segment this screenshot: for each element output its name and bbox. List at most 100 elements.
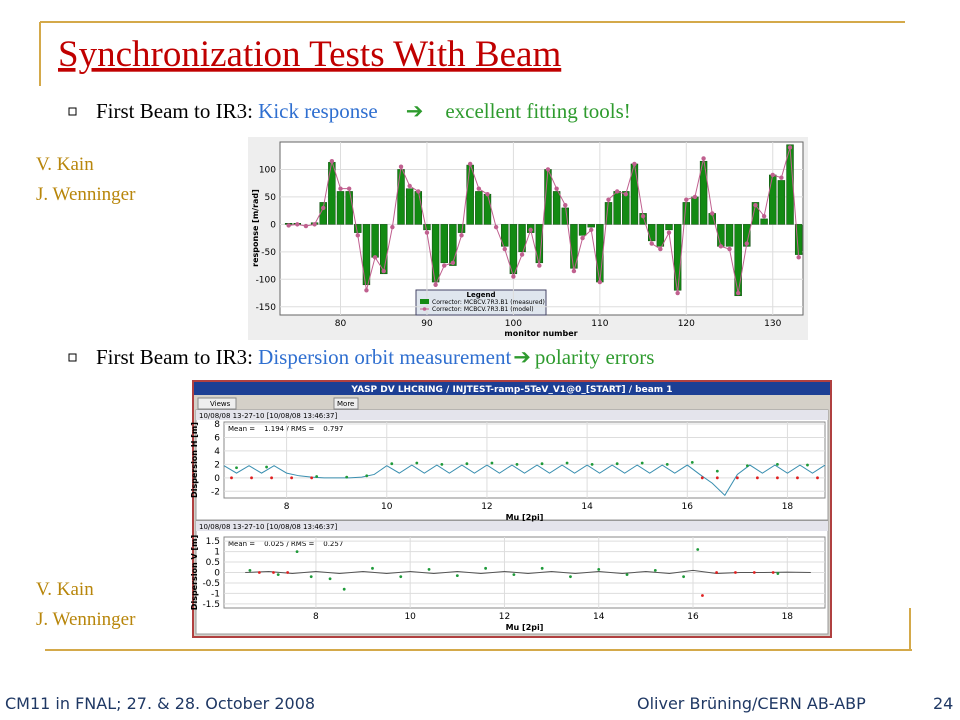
point: [303, 223, 309, 229]
credit: V. Kain: [36, 154, 94, 175]
point: [390, 224, 395, 230]
bar: [397, 169, 405, 225]
point: [690, 460, 694, 464]
bar: [596, 224, 604, 283]
point: [589, 227, 594, 233]
point: [649, 241, 654, 246]
point: [580, 235, 585, 241]
point: [235, 466, 238, 470]
y-tick-label: -2: [211, 487, 220, 497]
x-tick-label: 8: [284, 502, 290, 512]
point: [590, 462, 594, 466]
point: [490, 461, 494, 465]
x-tick-label: 12: [481, 502, 492, 512]
point: [290, 476, 294, 480]
bar: [691, 196, 699, 225]
bar: [501, 224, 509, 247]
point: [816, 476, 819, 480]
bar: [552, 191, 561, 225]
credit: J. Wenninger: [36, 184, 136, 205]
toolbar-button[interactable]: [333, 397, 359, 410]
legend-label: Corrector: MCBCV.7R3.B1 (measured): [432, 299, 545, 306]
point: [606, 197, 611, 202]
point: [806, 463, 809, 467]
bar: [673, 224, 682, 291]
bar: [483, 193, 492, 225]
y-tick-label: 0: [214, 474, 220, 484]
point: [776, 462, 779, 466]
y-tick-label: -1.5: [202, 600, 220, 610]
stats: Mean = 0.025 / RMS = 0.257: [228, 540, 343, 548]
bullet-marker: [68, 353, 77, 362]
point: [415, 461, 419, 465]
point: [250, 476, 253, 480]
bar: [613, 191, 621, 225]
x-tick-label: 16: [687, 612, 699, 622]
point: [744, 241, 750, 246]
bar: [362, 224, 371, 286]
point: [450, 260, 456, 266]
y-tick-label: 50: [265, 193, 277, 203]
point: [565, 461, 569, 465]
point: [684, 197, 689, 202]
point: [701, 594, 704, 597]
point: [257, 571, 261, 574]
point: [787, 145, 793, 150]
x-tick-label: 14: [581, 502, 593, 512]
bar: [431, 224, 440, 283]
point: [540, 462, 544, 466]
bar: [587, 224, 595, 228]
point: [265, 465, 268, 469]
point: [675, 290, 680, 296]
bar: [578, 224, 587, 236]
point: [640, 213, 646, 219]
x-tick-label: 100: [505, 319, 522, 329]
bar: [466, 164, 474, 225]
window-title: YASP DV LHCRING / INJTEST-ramp-5TeV_V1@0…: [350, 385, 672, 395]
point: [459, 233, 464, 238]
legend-swatch: [420, 299, 429, 304]
point: [666, 230, 672, 235]
point: [427, 567, 431, 571]
credit: V. Kain: [36, 579, 94, 600]
bar: [475, 191, 483, 225]
footer-right: Oliver Brüning/CERN AB-ABP: [637, 694, 866, 713]
y-axis-label: Dispersion V [m]: [190, 535, 199, 610]
point: [640, 461, 644, 465]
point: [776, 572, 780, 575]
point: [701, 156, 706, 161]
point: [569, 575, 572, 579]
x-tick-label: 110: [591, 319, 608, 329]
bar: [509, 224, 518, 275]
toolbar-button[interactable]: [197, 397, 237, 410]
point: [295, 222, 300, 227]
point: [519, 252, 525, 257]
panel-header: [196, 521, 828, 531]
bar: [414, 191, 423, 225]
point: [770, 172, 775, 178]
point: [571, 268, 577, 274]
y-tick-label: 2: [214, 460, 220, 470]
y-tick-label: 1.5: [206, 537, 220, 547]
point: [625, 573, 629, 576]
point: [321, 205, 326, 211]
point: [416, 189, 421, 194]
page-number: 24: [933, 694, 953, 713]
y-tick-label: 0.5: [206, 558, 220, 568]
point: [381, 268, 386, 274]
arrow: ➔: [406, 99, 424, 123]
bar: [319, 202, 327, 225]
y-tick-label: 6: [214, 433, 220, 443]
bar: [371, 224, 379, 258]
x-tick-label: 10: [381, 502, 393, 512]
y-tick-label: -0.5: [202, 579, 220, 589]
point: [338, 186, 343, 191]
point: [615, 462, 619, 466]
point: [315, 475, 319, 478]
bar: [769, 174, 777, 225]
legend: [415, 289, 547, 316]
point: [398, 164, 404, 169]
x-tick-label: 14: [593, 612, 605, 622]
bar: [734, 224, 742, 297]
point: [734, 571, 737, 574]
